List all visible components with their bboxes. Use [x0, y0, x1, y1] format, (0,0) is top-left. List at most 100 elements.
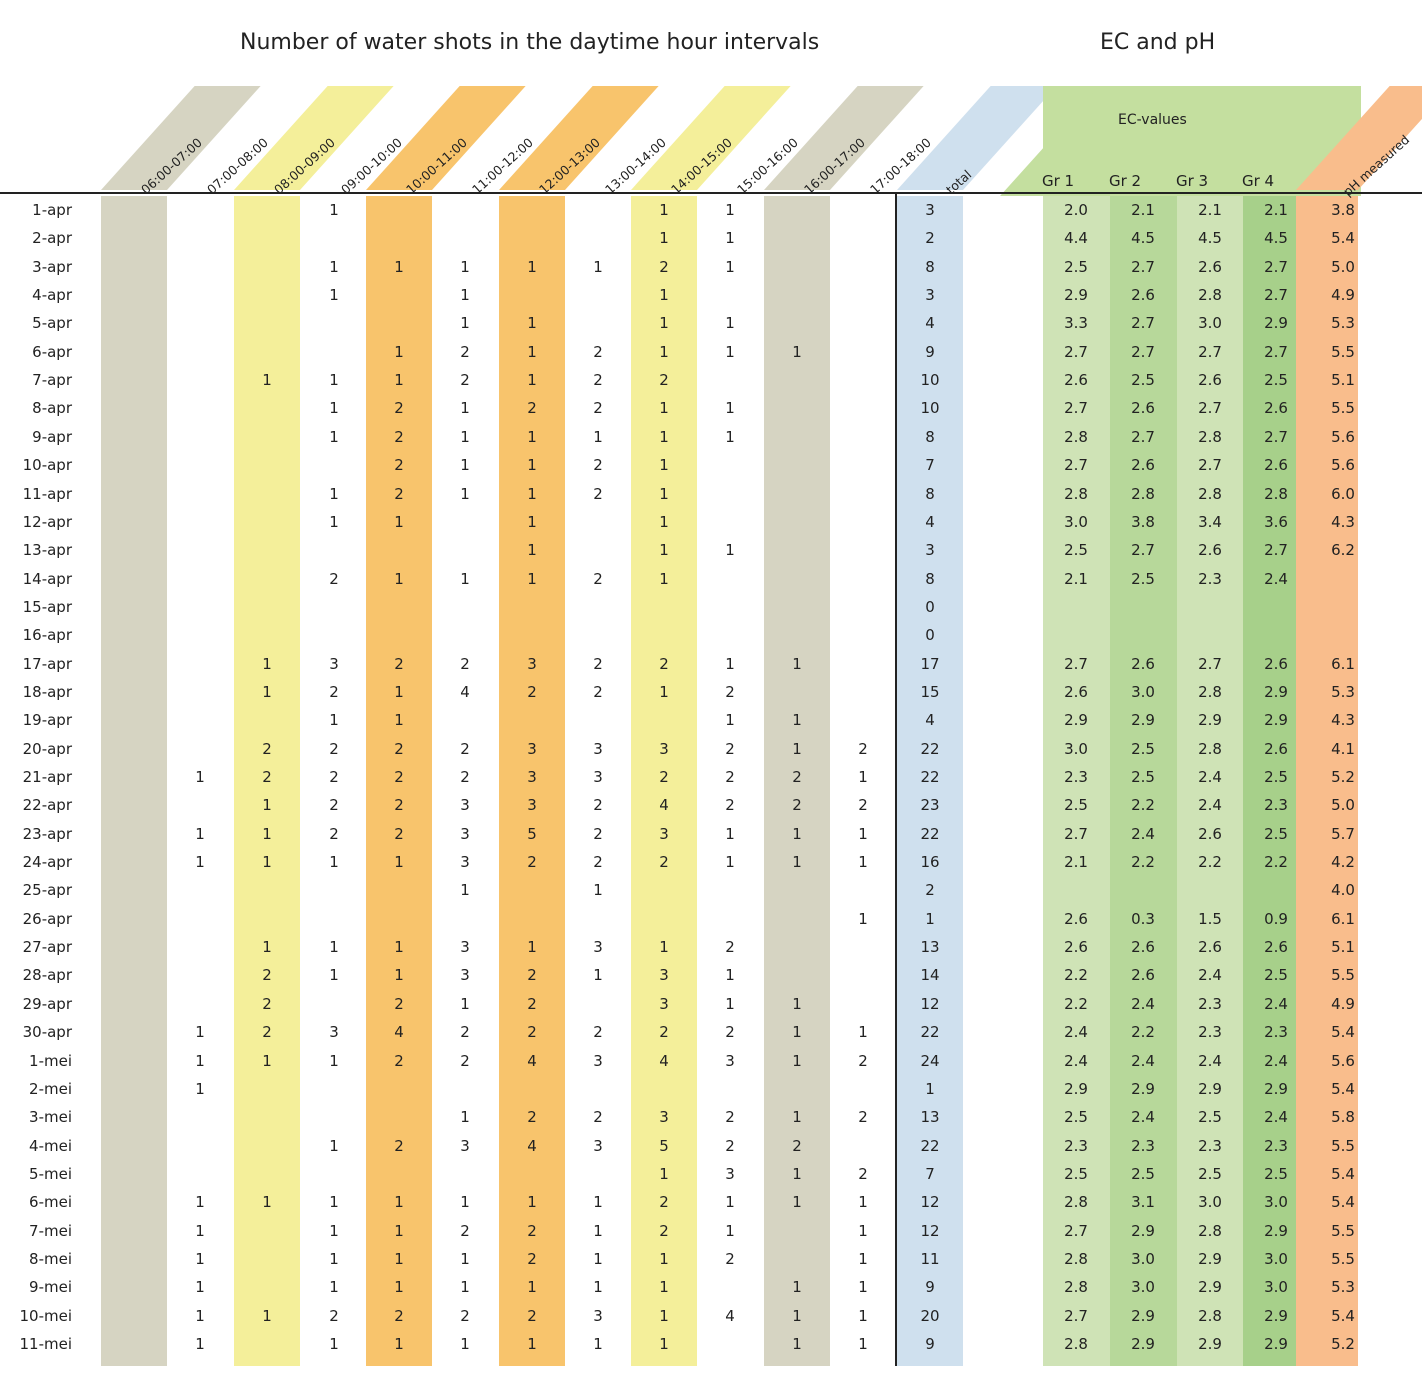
shot-count: 1: [262, 938, 272, 957]
shot-count: 1: [329, 1193, 339, 1212]
shot-count: 2: [659, 1193, 669, 1212]
ec-value: 2.5: [1131, 569, 1155, 588]
shot-count: 2: [329, 824, 339, 843]
ph-value: 5.6: [1331, 1051, 1355, 1070]
row-date: 25-apr: [22, 881, 72, 900]
shot-count: 2: [725, 938, 735, 957]
shot-count: 1: [394, 371, 404, 390]
shot-count: 1: [659, 682, 669, 701]
row-total: 13: [920, 1108, 940, 1127]
shot-count: 2: [329, 739, 339, 758]
ec-value: 2.7: [1198, 456, 1222, 475]
row-date: 23-apr: [22, 824, 72, 843]
shot-count: 2: [527, 1306, 537, 1325]
row-total: 8: [925, 569, 935, 588]
ec-value: 2.6: [1198, 541, 1222, 560]
shot-count: 1: [460, 1335, 470, 1353]
ph-value: 3.8: [1331, 201, 1355, 219]
row-total: 12: [920, 1221, 940, 1240]
shot-count: 1: [460, 994, 470, 1013]
shot-count: 1: [394, 853, 404, 872]
shot-count: 3: [725, 1051, 735, 1070]
shot-count: 2: [593, 399, 603, 418]
ec-value: 2.6: [1131, 654, 1155, 673]
ec-value: 3.0: [1064, 739, 1088, 758]
shot-count: 3: [659, 739, 669, 758]
ec-value: 2.8: [1064, 1249, 1088, 1268]
shot-count: 2: [593, 824, 603, 843]
shot-count: 1: [659, 286, 669, 305]
row-date: 2-apr: [32, 229, 72, 248]
ec-value: 3.1: [1131, 1193, 1155, 1212]
shot-count: 3: [527, 739, 537, 758]
shot-count: 2: [329, 796, 339, 815]
shot-count: 1: [329, 1136, 339, 1155]
shot-count: 3: [460, 853, 470, 872]
shot-count: 1: [725, 1221, 735, 1240]
shot-count: 2: [593, 342, 603, 361]
shot-count: 1: [394, 1249, 404, 1268]
shot-count: 2: [858, 1108, 868, 1127]
shot-count: 1: [394, 966, 404, 985]
ec-value: 2.9: [1064, 711, 1088, 730]
shot-count: 1: [858, 1249, 868, 1268]
shot-count: 1: [329, 1249, 339, 1268]
shot-count: 1: [659, 399, 669, 418]
shot-count: 1: [262, 1306, 272, 1325]
shot-count: 1: [394, 257, 404, 276]
ec-value: 3.0: [1198, 314, 1222, 333]
shot-count: 1: [792, 739, 802, 758]
ec-value: 2.8: [1198, 427, 1222, 446]
row-total: 7: [925, 456, 935, 475]
row-date: 9-apr: [32, 427, 72, 446]
ec-value: 2.9: [1264, 711, 1288, 730]
shot-count: 2: [262, 994, 272, 1013]
shot-count: 1: [659, 541, 669, 560]
shot-count: 1: [725, 853, 735, 872]
ec-value: 2.6: [1264, 938, 1288, 957]
row-date: 7-apr: [32, 371, 72, 390]
total-divider: [895, 194, 897, 1366]
shot-count: 2: [394, 456, 404, 475]
row-date: 2-mei: [29, 1079, 72, 1098]
shot-count: 1: [659, 229, 669, 248]
shot-count: 2: [394, 1306, 404, 1325]
shot-count: 1: [329, 371, 339, 390]
ec-value: 2.6: [1198, 938, 1222, 957]
shot-count: 2: [262, 1023, 272, 1042]
ec-value: 2.6: [1131, 399, 1155, 418]
shot-count: 1: [394, 1335, 404, 1353]
ec-value: 2.4: [1198, 1051, 1222, 1070]
ec-value: 2.3: [1064, 768, 1088, 786]
ec-value: 3.6: [1264, 512, 1288, 531]
ec-value: 2.9: [1198, 1079, 1222, 1098]
shot-count: 5: [527, 824, 537, 843]
shot-count: 1: [394, 512, 404, 531]
row-total: 1: [925, 909, 935, 928]
shot-count: 1: [329, 1051, 339, 1070]
ec-value: 2.5: [1264, 768, 1288, 786]
ec-value: 0.3: [1131, 909, 1155, 928]
ec-value: 2.8: [1064, 1278, 1088, 1297]
ph-value: 4.3: [1331, 711, 1355, 730]
row-date: 4-mei: [29, 1136, 72, 1155]
row-total: 23: [920, 796, 940, 815]
row-date: 18-apr: [22, 682, 72, 701]
ec-value: 2.7: [1064, 824, 1088, 843]
shot-count: 1: [329, 484, 339, 503]
ph-value: 5.5: [1331, 342, 1355, 361]
ec-value: 2.7: [1131, 257, 1155, 276]
shot-count: 3: [593, 1306, 603, 1325]
shot-count: 1: [262, 1193, 272, 1212]
row-date: 6-mei: [29, 1193, 72, 1212]
shot-count: 2: [394, 768, 404, 786]
ec-header-label: Gr 3: [1176, 172, 1209, 190]
shot-count: 1: [725, 342, 735, 361]
shot-count: 1: [460, 456, 470, 475]
row-date: 13-apr: [22, 541, 72, 560]
ph-value: 5.4: [1331, 229, 1355, 248]
ph-value: 5.5: [1331, 1221, 1355, 1240]
shot-count: 1: [858, 1221, 868, 1240]
ec-value: 2.3: [1264, 796, 1288, 815]
ph-value: 6.1: [1331, 909, 1355, 928]
